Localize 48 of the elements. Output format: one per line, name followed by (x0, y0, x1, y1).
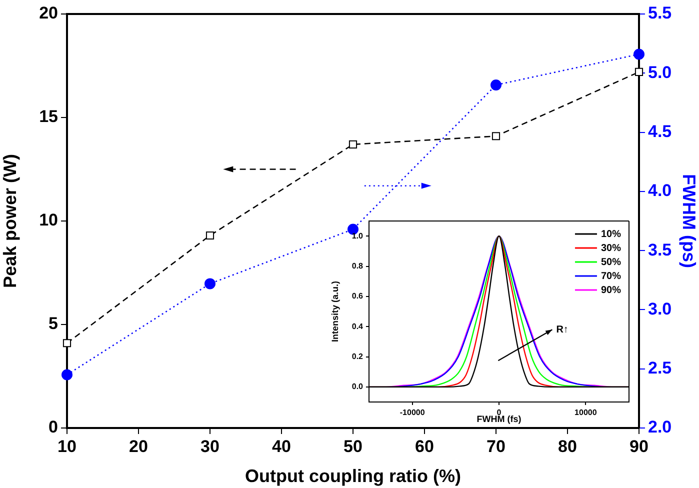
legend-label: 90% (600, 284, 622, 296)
y2-tick-label: 4.5 (648, 122, 672, 141)
y2-tick-label: 2.0 (648, 418, 672, 437)
point (62, 339, 72, 348)
x-axis-title: FWHM (fs) (476, 414, 522, 424)
legend-label: 50% (600, 256, 622, 268)
y-tick-label: 0.0 (352, 382, 364, 392)
x-tick-label: 60 (415, 436, 434, 456)
y2-tick-label: 3.0 (648, 299, 672, 318)
y-tick-label: 20 (39, 4, 58, 23)
x-tick-label: 90 (630, 436, 648, 456)
y2-axis-title: FWHM (ps) (679, 174, 699, 268)
legend-label: 10% (600, 228, 622, 240)
point (206, 231, 214, 240)
y-tick-label: 0.4 (352, 322, 364, 331)
y-tick-label: 1.0 (352, 231, 364, 240)
y-axis-title: Peak power (W) (0, 154, 20, 288)
y2-tick-label: 3.5 (648, 240, 672, 260)
x-tick-label: 50 (344, 436, 362, 456)
point (348, 140, 358, 148)
point (62, 369, 72, 380)
y-tick-label: 15 (39, 107, 58, 126)
y-tick-label: 0.2 (352, 352, 364, 361)
x-tick-label: 10000 (574, 408, 598, 418)
y-tick-label: 10 (39, 210, 58, 230)
x-tick-label: 40 (272, 436, 291, 456)
legend-label: 70% (600, 270, 622, 282)
x-tick-label: 70 (486, 436, 506, 456)
annotation: R↑ (556, 324, 568, 336)
point (634, 68, 644, 76)
y2-tick-label: 4.0 (648, 181, 672, 200)
legend-label: 30% (600, 242, 622, 254)
x-tick-label: -10000 (400, 408, 426, 418)
y2-tick-label: 5.0 (648, 62, 672, 82)
point (634, 48, 644, 60)
point (490, 79, 502, 90)
x-tick-label: 30 (200, 436, 220, 456)
point (204, 278, 216, 290)
y2-tick-label: 2.5 (648, 358, 672, 378)
x-tick-label: 80 (558, 436, 577, 456)
y-tick-label: 0.8 (352, 261, 364, 270)
y-tick-label: 5 (48, 314, 58, 334)
x-axis-title: Output coupling ratio (%) (245, 466, 461, 486)
point (492, 132, 500, 140)
y2-tick-label: 5.5 (648, 4, 672, 23)
y-tick-label: 0.6 (352, 292, 364, 301)
x-tick-label: 20 (129, 436, 148, 456)
y-axis-title: Intensity (a.u.) (330, 280, 340, 342)
